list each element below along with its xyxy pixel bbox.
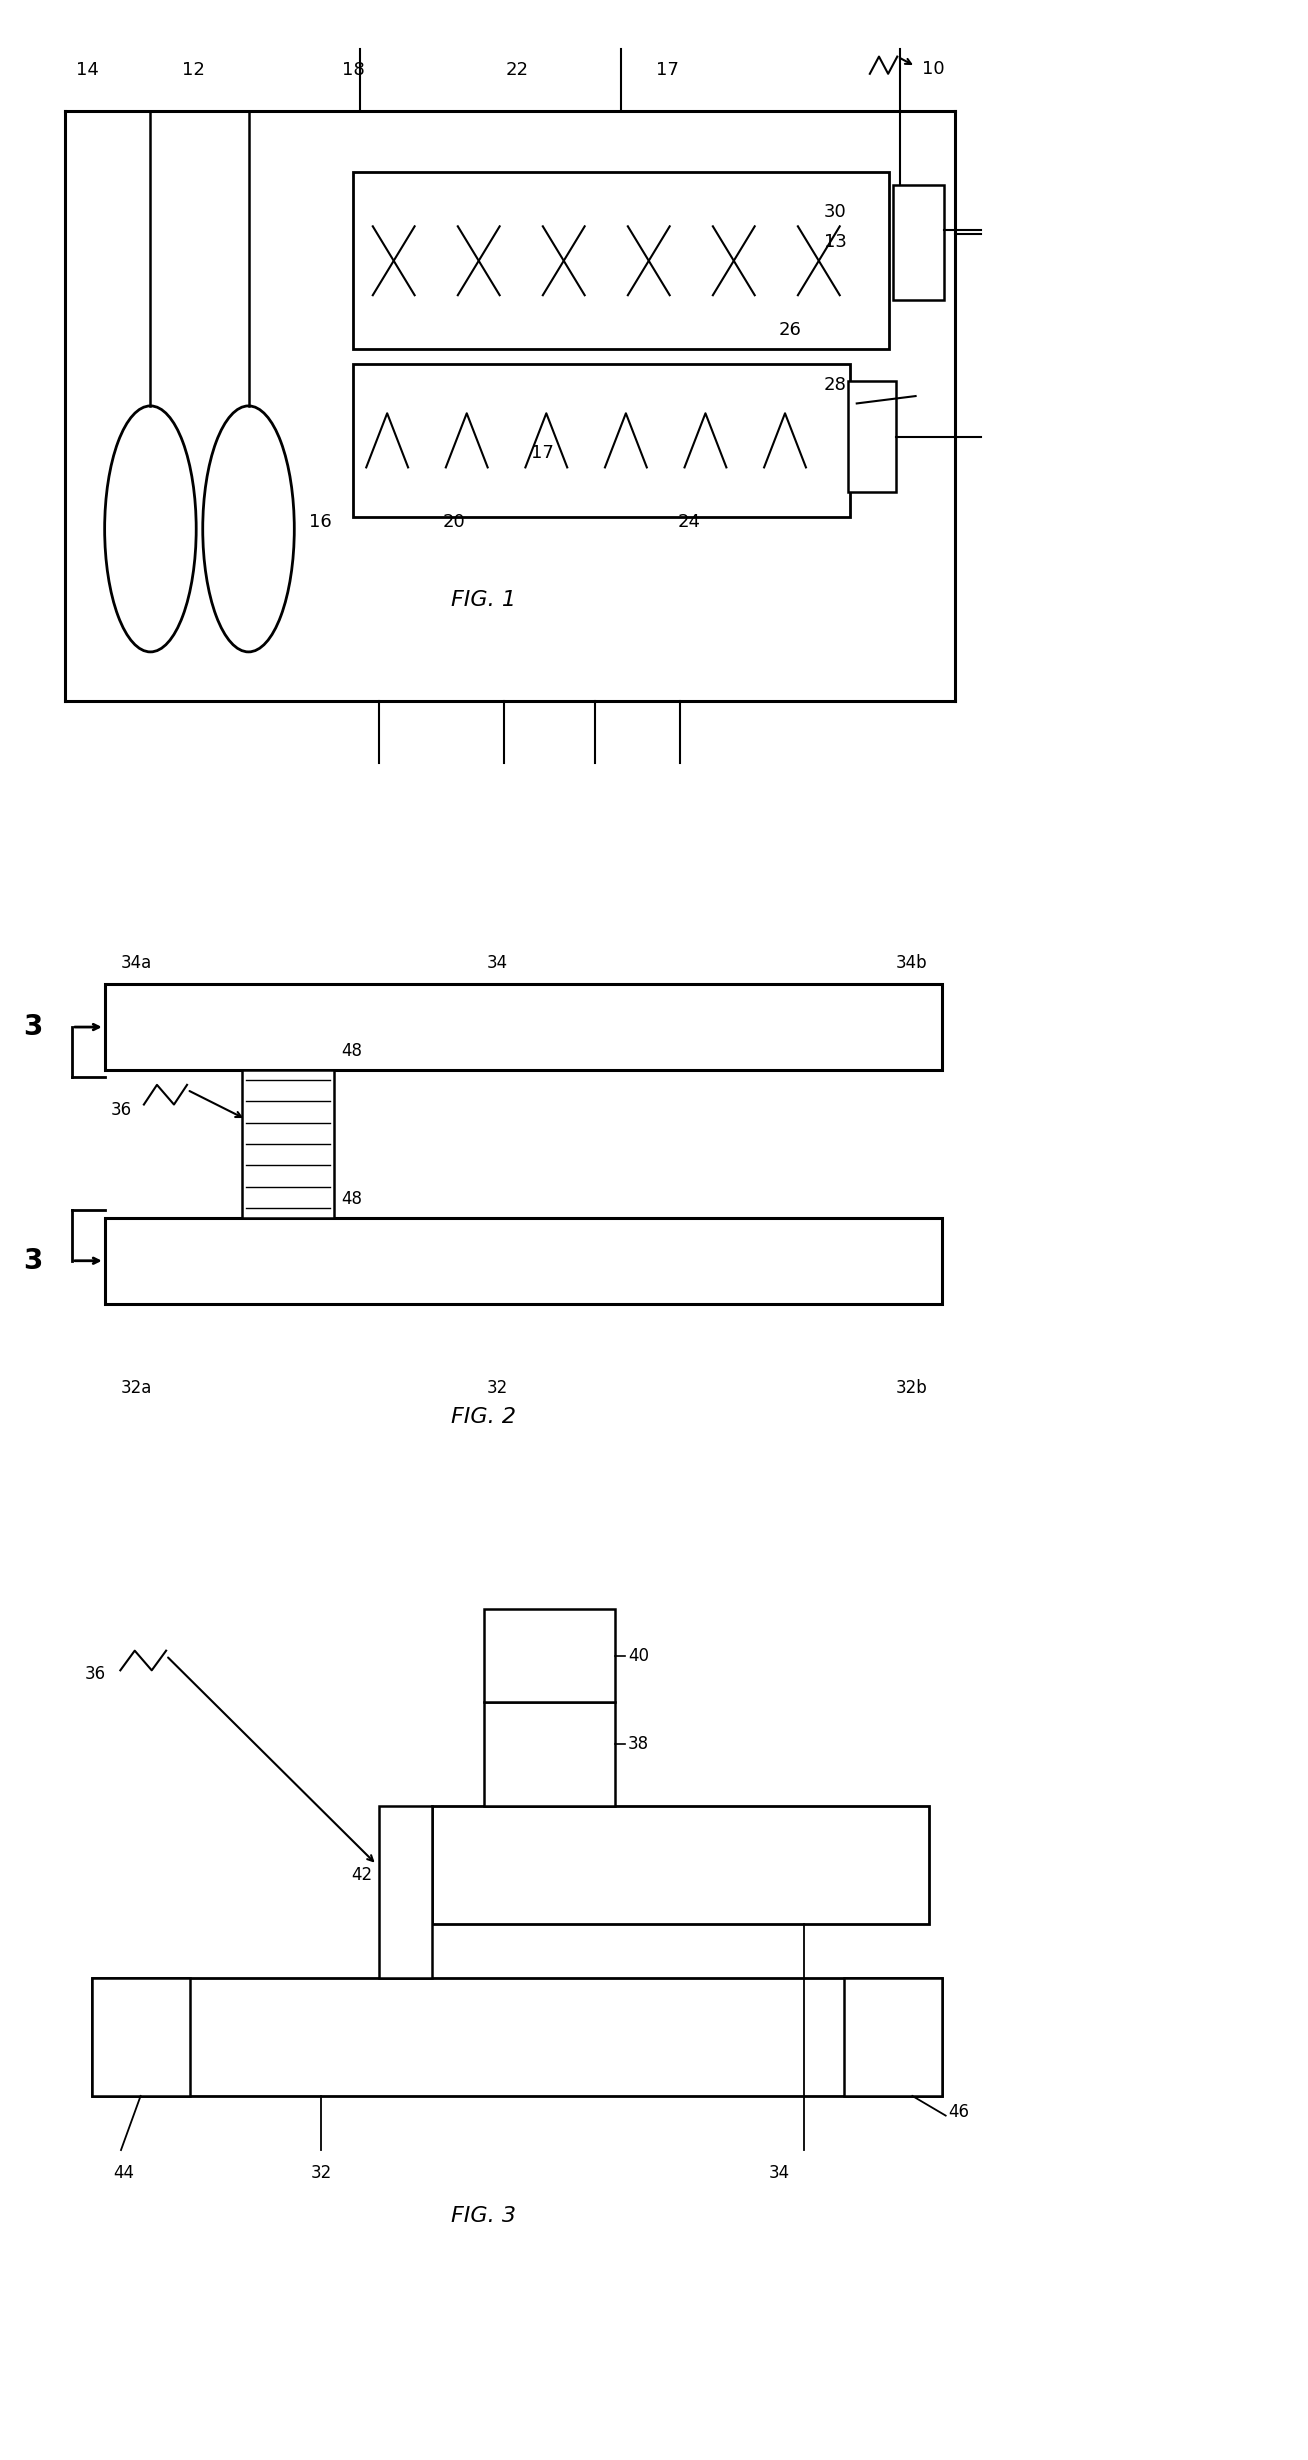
Text: 26: 26 [778,322,800,339]
Text: 17: 17 [531,445,555,462]
Text: 46: 46 [948,2103,969,2121]
Text: 32a: 32a [120,1380,152,1397]
Ellipse shape [105,406,196,652]
Text: 30: 30 [824,204,846,221]
Text: 36: 36 [85,1665,106,1683]
FancyBboxPatch shape [92,1978,942,2096]
Text: 10: 10 [922,59,944,79]
Text: 22: 22 [505,62,528,79]
Text: 32b: 32b [896,1380,927,1397]
Text: 3: 3 [24,1014,42,1041]
FancyBboxPatch shape [105,984,942,1070]
Text: FIG. 2: FIG. 2 [451,1407,517,1427]
Text: 34: 34 [769,2165,790,2182]
FancyBboxPatch shape [844,1978,942,2096]
Text: 17: 17 [655,62,679,79]
FancyBboxPatch shape [893,184,944,300]
Text: FIG. 1: FIG. 1 [451,590,517,610]
FancyBboxPatch shape [484,1609,615,1702]
FancyBboxPatch shape [353,172,889,349]
Text: 34b: 34b [896,954,927,972]
Text: 34: 34 [487,954,508,972]
Text: 14: 14 [76,62,99,79]
Text: FIG. 3: FIG. 3 [451,2207,517,2226]
Text: 3: 3 [24,1247,42,1274]
Text: 38: 38 [628,1734,649,1752]
Text: 12: 12 [182,62,205,79]
FancyBboxPatch shape [242,1070,334,1218]
Text: 20: 20 [442,514,466,531]
Text: 48: 48 [341,1191,362,1208]
Text: 36: 36 [111,1102,132,1119]
Ellipse shape [203,406,294,652]
Text: 28: 28 [824,376,846,394]
FancyBboxPatch shape [105,1218,942,1304]
FancyBboxPatch shape [432,1806,929,1924]
Text: 44: 44 [112,2165,135,2182]
Text: 40: 40 [628,1646,649,1665]
FancyBboxPatch shape [379,1806,432,1978]
Text: 42: 42 [352,1865,373,1884]
Text: 13: 13 [824,234,846,251]
Text: 16: 16 [309,514,332,531]
Text: 18: 18 [341,62,365,79]
Text: 32: 32 [487,1380,508,1397]
FancyBboxPatch shape [353,364,850,517]
Text: 24: 24 [678,514,701,531]
FancyBboxPatch shape [92,1978,190,2096]
FancyBboxPatch shape [484,1702,615,1806]
Text: 32: 32 [310,2165,332,2182]
Text: 34a: 34a [120,954,152,972]
Text: 48: 48 [341,1043,362,1060]
FancyBboxPatch shape [848,381,896,492]
